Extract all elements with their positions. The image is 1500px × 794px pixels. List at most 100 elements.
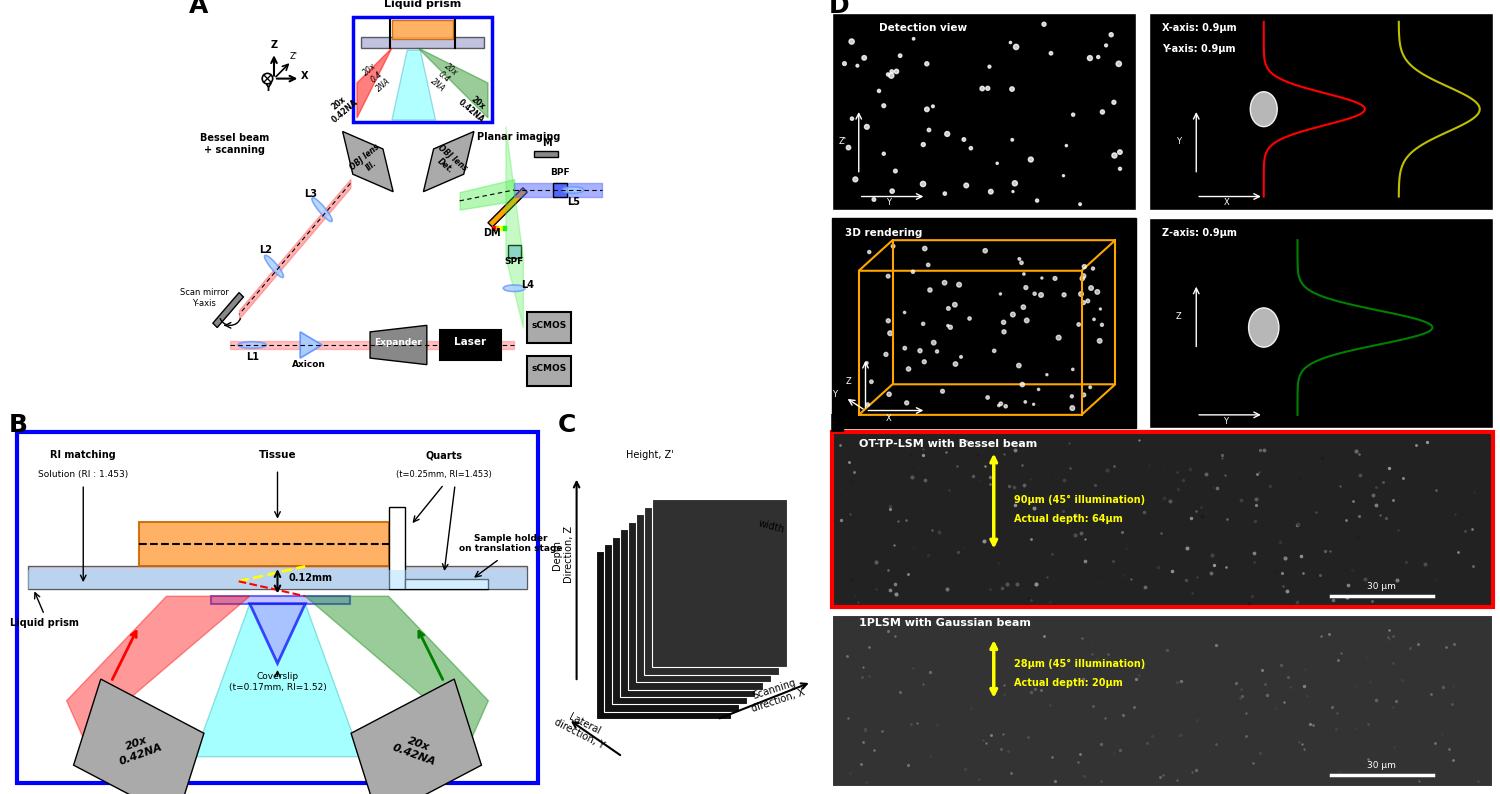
Point xyxy=(988,397,1012,410)
Text: Axicon: Axicon xyxy=(292,360,326,369)
Point xyxy=(915,103,939,116)
Point xyxy=(855,121,879,133)
Text: 1PLSM with Gaussian beam: 1PLSM with Gaussian beam xyxy=(858,618,1030,628)
Bar xyxy=(1149,218,1492,428)
Point xyxy=(930,385,954,398)
Point xyxy=(910,318,934,330)
Point xyxy=(1022,398,1046,410)
Point xyxy=(840,35,864,48)
Point xyxy=(1029,289,1053,302)
Point xyxy=(1013,268,1036,280)
Point xyxy=(908,345,932,357)
Point xyxy=(915,57,939,70)
Point xyxy=(1014,281,1038,294)
Point xyxy=(1000,185,1024,198)
Point xyxy=(1078,381,1102,394)
Point xyxy=(986,157,1010,170)
Text: L1: L1 xyxy=(246,353,258,362)
Bar xyxy=(138,522,388,566)
Point xyxy=(1086,286,1110,299)
Point xyxy=(1078,282,1102,295)
Point xyxy=(912,138,936,151)
Point xyxy=(871,148,895,160)
Point xyxy=(878,388,902,401)
Text: M: M xyxy=(542,138,552,148)
Point xyxy=(958,142,982,155)
Point xyxy=(1030,272,1054,284)
Point xyxy=(892,342,916,355)
Text: Z-axis: 0.9μm: Z-axis: 0.9μm xyxy=(1162,228,1238,238)
Bar xyxy=(1149,13,1492,210)
Polygon shape xyxy=(351,679,482,794)
Point xyxy=(880,185,904,198)
FancyBboxPatch shape xyxy=(652,499,788,667)
Point xyxy=(1066,318,1090,331)
Polygon shape xyxy=(342,132,393,191)
Bar xyxy=(833,13,1136,210)
Point xyxy=(988,287,1012,300)
Point xyxy=(1060,363,1084,376)
Text: E: E xyxy=(828,413,846,437)
Point xyxy=(1014,395,1038,408)
Polygon shape xyxy=(66,596,249,738)
Bar xyxy=(362,37,483,48)
Polygon shape xyxy=(370,326,427,364)
Point xyxy=(1071,272,1095,285)
Bar xyxy=(528,312,572,343)
Point xyxy=(1071,270,1095,283)
Point xyxy=(1107,57,1131,70)
Point xyxy=(918,283,942,296)
Point xyxy=(974,245,998,257)
FancyBboxPatch shape xyxy=(603,544,738,712)
Point xyxy=(1000,133,1024,146)
Point xyxy=(999,37,1023,49)
Text: L5: L5 xyxy=(567,197,579,207)
FancyBboxPatch shape xyxy=(620,529,754,697)
Point xyxy=(867,85,891,98)
Point xyxy=(1035,368,1059,381)
Point xyxy=(871,99,895,112)
Text: Liquid prism: Liquid prism xyxy=(10,618,80,628)
Point xyxy=(936,302,960,314)
Point xyxy=(1000,83,1024,95)
Point xyxy=(957,312,981,325)
Point xyxy=(1108,146,1132,159)
Point xyxy=(1108,163,1132,175)
Point xyxy=(1086,51,1110,64)
Point xyxy=(1011,301,1035,314)
Text: width: width xyxy=(756,518,786,535)
Ellipse shape xyxy=(562,187,584,193)
Point xyxy=(1076,295,1100,307)
Point xyxy=(1071,296,1095,309)
Point xyxy=(1004,177,1028,190)
Text: Y: Y xyxy=(1176,137,1180,146)
Point xyxy=(1090,106,1114,118)
Polygon shape xyxy=(488,187,528,227)
Point xyxy=(933,187,957,200)
Point xyxy=(1088,334,1112,347)
Point xyxy=(837,141,861,154)
Point xyxy=(1008,252,1032,265)
Text: Coverslip
(t=0.17mm, RI=1.52): Coverslip (t=0.17mm, RI=1.52) xyxy=(228,672,327,692)
Point xyxy=(926,345,950,358)
Text: Z: Z xyxy=(270,40,278,50)
Point xyxy=(840,112,864,125)
Bar xyxy=(211,596,350,603)
Point xyxy=(1000,308,1024,321)
Point xyxy=(1060,108,1084,121)
Text: Scanning
direction, X: Scanning direction, X xyxy=(747,676,806,714)
Text: 0.12mm: 0.12mm xyxy=(288,573,333,584)
Point xyxy=(1070,287,1094,300)
Point xyxy=(878,327,902,340)
Point xyxy=(1072,388,1096,401)
Text: Actual depth: 20μm: Actual depth: 20μm xyxy=(1014,678,1122,688)
Bar xyxy=(528,356,572,387)
Text: 20x
0.42NA: 20x 0.42NA xyxy=(392,731,441,767)
Point xyxy=(1089,303,1113,315)
Text: OBJ lens
Det.: OBJ lens Det. xyxy=(429,143,468,180)
Point xyxy=(1014,314,1038,327)
Text: SPF: SPF xyxy=(504,257,524,266)
Point xyxy=(1010,256,1034,269)
Point xyxy=(1024,195,1048,207)
Text: 90μm (45° illumination): 90μm (45° illumination) xyxy=(1014,495,1144,505)
